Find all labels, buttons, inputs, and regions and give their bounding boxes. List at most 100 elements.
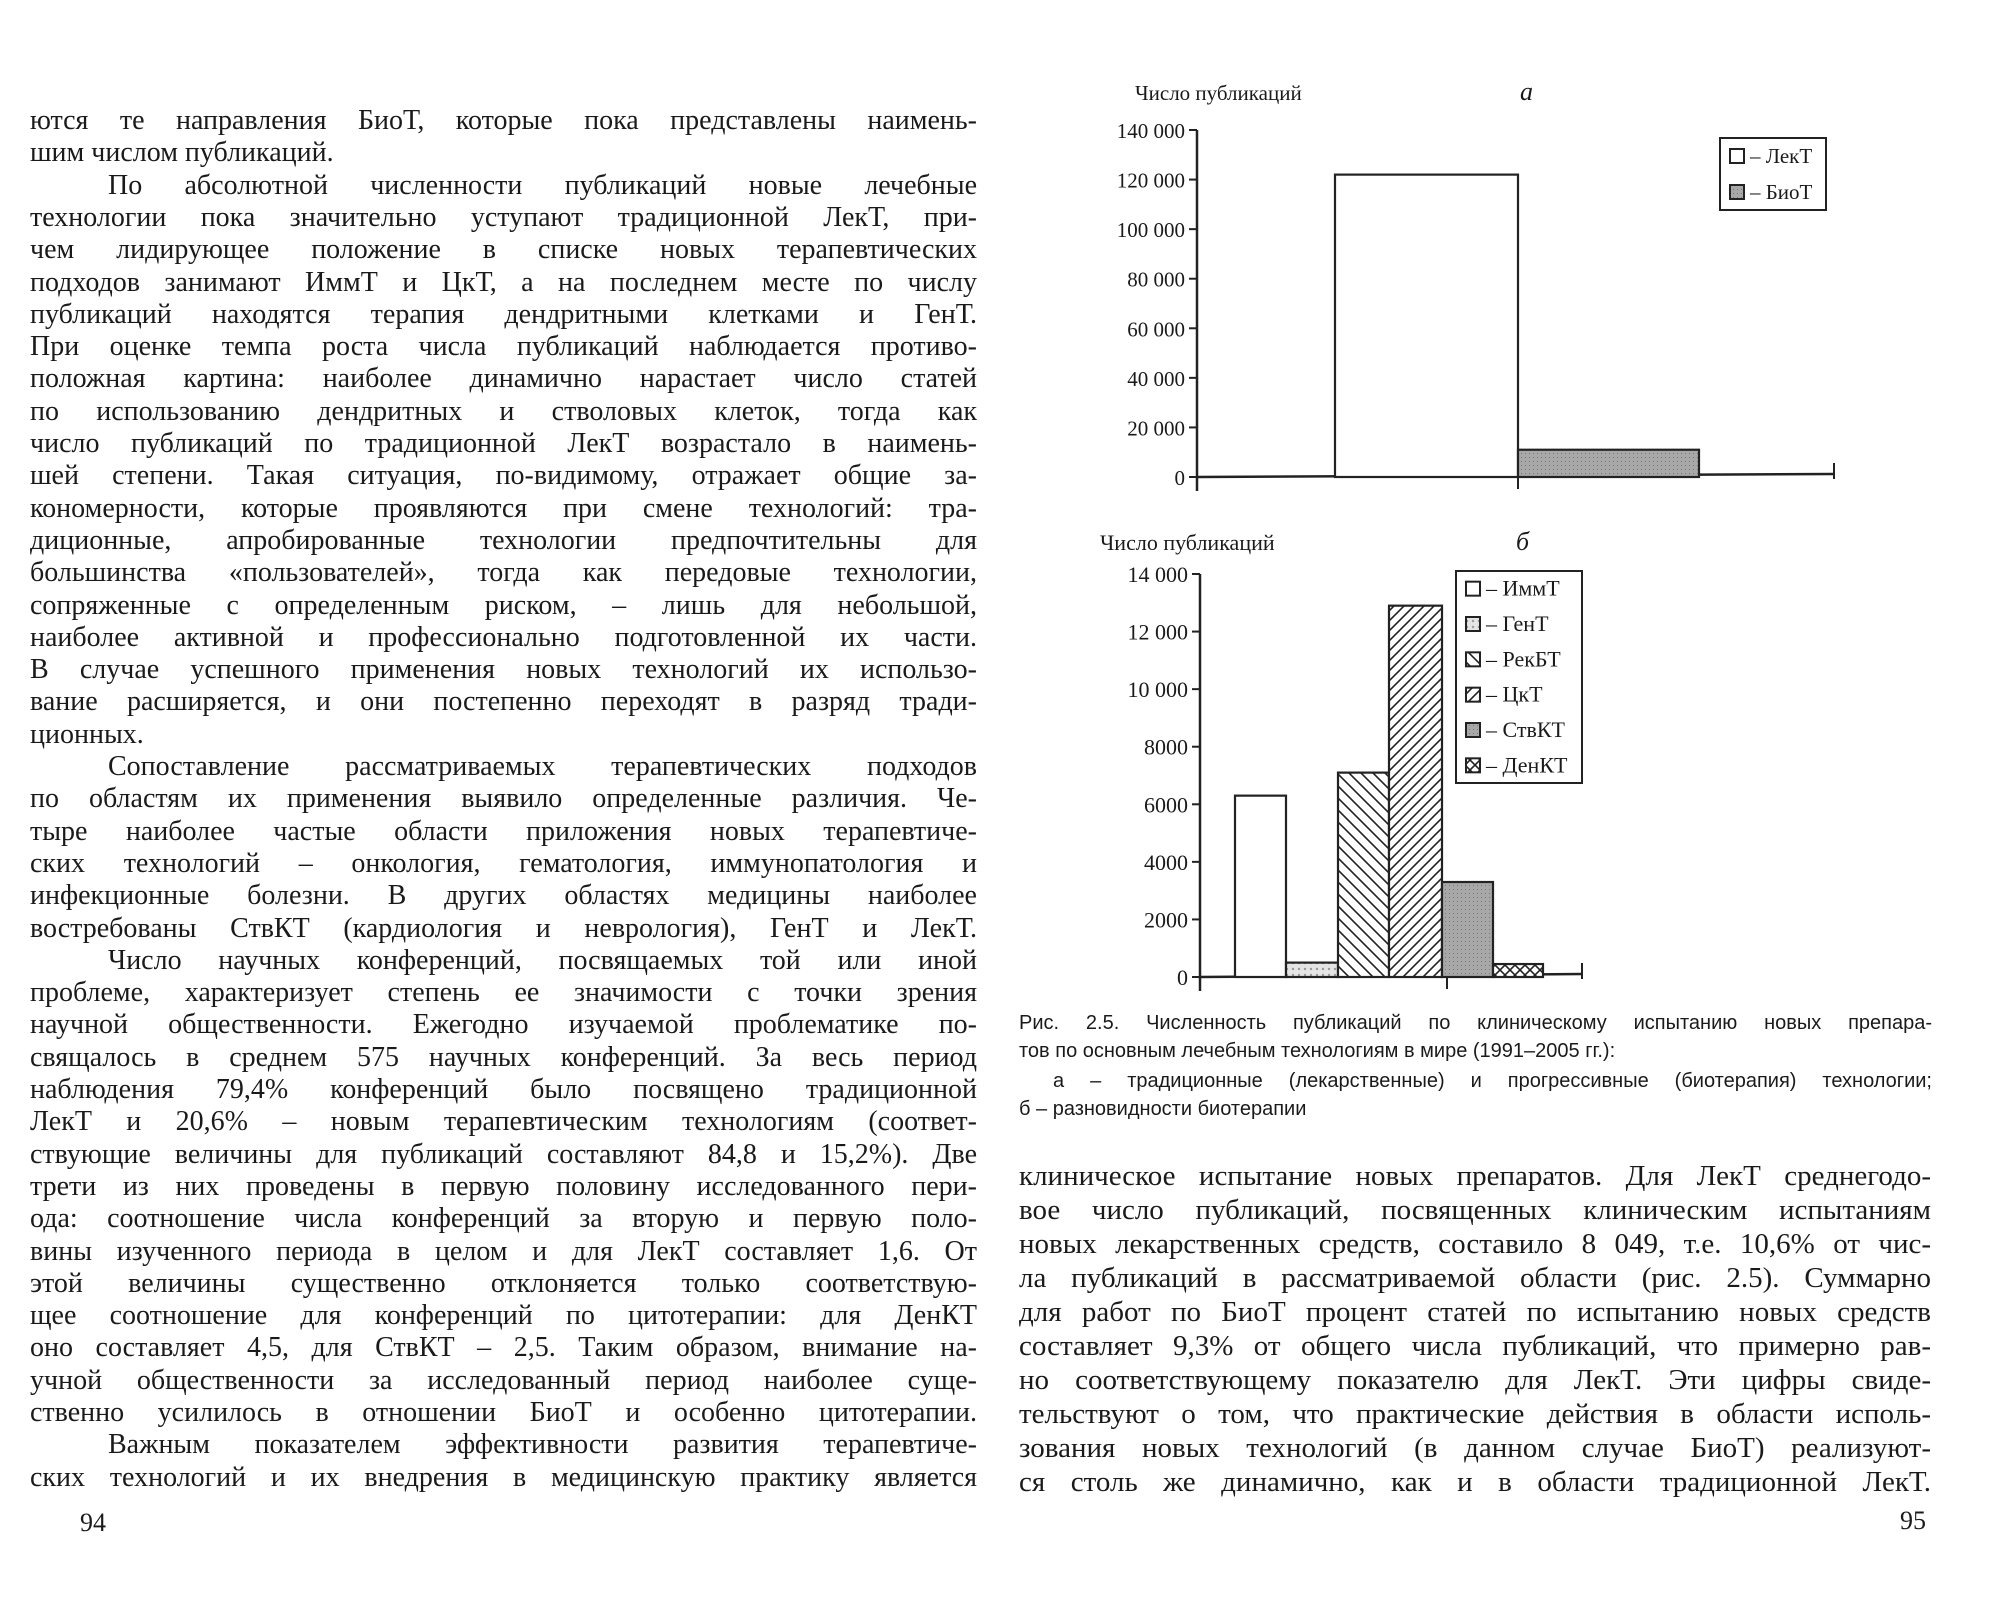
legend-label: – РекБТ <box>1485 646 1561 671</box>
legend-swatch <box>1729 184 1745 200</box>
text-line: ских технологий и их внедрения в медицин… <box>30 1461 977 1493</box>
text-line: Сопоставление рассматриваемых терапевтич… <box>108 751 977 782</box>
page-number-left: 94 <box>80 1508 106 1537</box>
text-line: большинства «пользователей», тогда как п… <box>30 557 977 589</box>
y-tick-label: 80 000 <box>1127 268 1185 292</box>
y-tick-label: 60 000 <box>1127 317 1185 341</box>
text-line: ода: соотношение числа конференций за вт… <box>30 1203 977 1235</box>
panel-label: б <box>1516 527 1530 556</box>
y-tick-label: 8000 <box>1144 735 1188 760</box>
text-line: При оценке темпа роста числа публикаций … <box>30 331 977 363</box>
caption-line: Рис. 2.5. Численность публикаций по клин… <box>1019 1012 1932 1034</box>
legend-label: – ЦкТ <box>1485 682 1543 707</box>
text-line: шей степени. Такая ситуация, по-видимому… <box>30 460 977 492</box>
page-number-right: 95 <box>1900 1506 1926 1535</box>
text-line: ствующие величины для публикаций составл… <box>30 1138 977 1170</box>
chart-a: Число публикаций а 0 20 000 40 000 60 000 80 0… <box>1117 77 1835 491</box>
text-line: востребованы СтвКТ (кардиология и неврол… <box>30 912 977 944</box>
text-line: трети из них проведены в первую половину… <box>30 1170 977 1202</box>
text-line: ских технологий – онкология, гематология… <box>30 847 977 879</box>
y-tick-label: 12 000 <box>1128 620 1189 645</box>
text-line: свящалось в среднем 575 научных конферен… <box>30 1041 977 1073</box>
bar-СтвКТ <box>1440 880 1495 979</box>
bar-ДенКТ <box>1491 962 1545 979</box>
text-line: для работ по БиоТ процент статей по испы… <box>1019 1296 1931 1328</box>
y-tick-label: 0 <box>1177 965 1188 990</box>
legend-swatch <box>1729 148 1745 164</box>
text-line: но соответствующему показателю для ЛекТ.… <box>1019 1364 1931 1396</box>
y-axis-label: Число публикаций <box>1135 81 1302 105</box>
text-line: ся столь же динамично, как и в области т… <box>1019 1466 1931 1498</box>
text-line: щее соотношение для конференций по цитот… <box>30 1300 977 1332</box>
text-line: по областям их применения выявило опреде… <box>30 783 977 815</box>
bar-БиоТ <box>1516 448 1701 479</box>
text-line: проблеме, характеризует степень ее значи… <box>30 977 977 1009</box>
text-line: В случае успешного применения новых техн… <box>30 654 977 686</box>
legend-swatch <box>1465 651 1481 668</box>
text-line: кономерности, которые проявляются при см… <box>30 492 977 524</box>
caption-line: тов по основным лечебным технологиям в м… <box>1019 1040 1616 1062</box>
legend-swatch <box>1465 616 1481 632</box>
legend-swatch <box>1465 722 1481 738</box>
text-line: наиболее активной и профессионально подг… <box>30 621 977 653</box>
chart-b: Число публикаций б 0 2000 4000 6000 8000 10 000… <box>1100 527 1583 991</box>
text-line: шим числом публикаций. <box>30 137 334 169</box>
legend-label: – БиоТ <box>1749 180 1813 204</box>
text-line: сопряженные с определенным риском, – лиш… <box>30 589 977 621</box>
y-tick-label: 10 000 <box>1128 677 1189 702</box>
legend-label: – ЛекТ <box>1749 144 1812 168</box>
text-line: вое число публикаций, посвященных клинич… <box>1019 1194 1931 1226</box>
text-line: чем лидирующее положение в списке новых … <box>30 234 977 266</box>
y-tick-label: 100 000 <box>1117 218 1185 242</box>
text-line: по использованию дендритных и стволовых … <box>30 395 977 427</box>
bar-ИммТ <box>1233 794 1288 979</box>
bar-ЛекТ <box>1333 173 1520 479</box>
text-line: инфекционные болезни. В других областях … <box>30 880 977 912</box>
legend-swatch <box>1465 757 1481 774</box>
legend-label: – ГенТ <box>1485 611 1549 636</box>
caption-line: а – традиционные (лекарственные) и прогр… <box>1053 1070 1932 1092</box>
text-line: По абсолютной численности публикаций нов… <box>108 169 977 201</box>
text-line: Важным показателем эффективности развити… <box>108 1429 977 1461</box>
y-tick-label: 6000 <box>1144 792 1188 817</box>
bar-ГенТ <box>1284 961 1340 979</box>
text-line: положная картина: наиболее динамично нар… <box>30 363 977 395</box>
text-line: тельствуют о том, что практические дейст… <box>1019 1398 1931 1430</box>
y-tick-label: 4000 <box>1144 850 1188 875</box>
panel-label: а <box>1520 77 1533 106</box>
legend-label: – ДенКТ <box>1485 752 1568 777</box>
bar-РекБТ <box>1336 771 1391 979</box>
y-tick-label: 14 000 <box>1128 562 1189 587</box>
text-line: ционных. <box>30 718 144 750</box>
legend-box <box>1455 570 1583 784</box>
text-line: вины изученного периода в целом и для Ле… <box>30 1235 977 1267</box>
legend-label: – ИммТ <box>1485 576 1560 601</box>
text-line: научной общественности. Ежегодно изучаем… <box>30 1009 977 1041</box>
legend-label: – СтвКТ <box>1485 717 1566 742</box>
text-line: диционные, апробированные технологии пре… <box>30 524 977 556</box>
text-line: вание расширяется, и они постепенно пере… <box>30 686 977 718</box>
text-line: технологии пока значительно уступают тра… <box>30 201 977 233</box>
text-line: ются те направления БиоТ, которые пока п… <box>30 105 977 136</box>
text-line: подходов занимают ИммТ и ЦкТ, а на после… <box>30 266 977 298</box>
y-axis-label: Число публикаций <box>1100 530 1275 555</box>
text-line: составляет 9,3% от общего числа публикац… <box>1019 1330 1931 1362</box>
text-line: ственно усилилось в отношении БиоТ и осо… <box>30 1397 977 1428</box>
text-line: новых лекарственных средств, составило 8… <box>1019 1228 1931 1260</box>
y-tick-label: 20 000 <box>1127 416 1185 440</box>
text-line: учной общественности за исследованный пе… <box>30 1364 977 1396</box>
text-line: публикаций находятся терапия дендритными… <box>30 298 977 330</box>
y-tick-label: 0 <box>1175 466 1186 490</box>
text-line: ЛекТ и 20,6% – новым терапевтическим тех… <box>30 1106 977 1138</box>
text-line: ла публикаций в рассматриваемой области … <box>1019 1262 1931 1294</box>
text-line: зования новых технологий (в данном случа… <box>1019 1432 1931 1464</box>
y-tick-label: 40 000 <box>1127 367 1185 391</box>
legend-swatch <box>1465 686 1481 703</box>
text-line: клиническое испытание новых препаратов. … <box>1019 1160 1931 1192</box>
text-line: оно составляет 4,5, для СтвКТ – 2,5. Так… <box>30 1332 977 1364</box>
text-line: Число научных конференций, посвящаемых т… <box>108 944 977 976</box>
y-tick-label: 140 000 <box>1117 119 1185 143</box>
bar-ЦкТ <box>1387 604 1444 979</box>
text-line: этой величины существенно отклоняется то… <box>30 1267 977 1299</box>
